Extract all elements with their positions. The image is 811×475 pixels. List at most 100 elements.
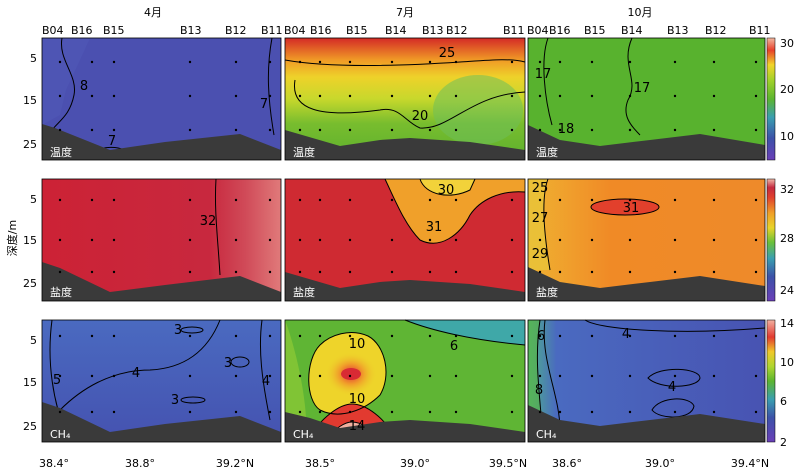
sample-point [454,238,458,242]
contour-label: 31 [426,220,443,235]
contour-label: 4 [668,380,676,395]
variable-label: 温度 [536,145,558,159]
sample-point [234,270,238,274]
colorbar-temperature: 30 20 10 [766,37,794,161]
sample-point [590,198,594,202]
month-label-jul: 7月 [396,6,414,19]
sample-point [454,410,458,414]
sample-point [58,374,62,378]
sample-point [188,198,192,202]
sample-point [454,60,458,64]
sample-point [712,238,716,242]
sample-point [510,198,514,202]
sample-point [318,374,322,378]
panel-apr-ch4: 3 3 3 4 5 4 CH₄ [41,319,282,443]
contour-label: 25 [439,46,456,61]
station-label: B04 [527,24,549,37]
sample-point [188,270,192,274]
sample-point [510,270,514,274]
sample-point [673,128,677,132]
sample-point [510,410,514,414]
panel-oct-ch4: 6 8 4 4 CH₄ [527,319,766,443]
y-ticks: 5 15 25 5 15 25 5 15 25 [23,52,37,433]
sample-point [538,374,542,378]
panel-jul-salinity: 30 31 盐度 [284,178,526,302]
sample-point [318,128,322,132]
sample-point [90,374,94,378]
colorbar-tick: 24 [780,284,794,297]
sample-point [454,198,458,202]
sample-point [712,270,716,274]
sample-point [298,270,302,274]
sample-point [112,374,116,378]
sample-point [58,334,62,338]
contour-label: 32 [200,214,217,229]
contour-label: 4 [262,374,270,389]
y-tick-label: 15 [23,234,37,247]
sample-point [558,128,562,132]
sample-point [348,128,352,132]
contour-label: 5 [53,373,61,388]
sample-point [390,410,394,414]
sample-point [234,334,238,338]
sample-point [390,238,394,242]
sample-point [112,270,116,274]
sample-point [558,410,562,414]
colorbar-ch4: 14 10 6 2 [766,317,794,449]
sample-point [538,238,542,242]
contour-label: 6 [450,339,458,354]
sample-point [348,334,352,338]
sample-point [188,238,192,242]
colorbar-tick: 10 [780,130,794,143]
colorbar-tick: 32 [780,183,794,196]
sample-point [268,60,272,64]
sample-point [754,238,758,242]
y-tick-label: 25 [23,277,37,290]
sample-point [673,410,677,414]
x-tick-label: 39.4°N [731,457,769,470]
sample-point [90,410,94,414]
variable-label: 盐度 [536,285,558,299]
sample-point [510,334,514,338]
sample-point [348,60,352,64]
sample-point [590,270,594,274]
variable-label: CH₄ [50,428,71,441]
station-label: B12 [225,24,247,37]
sample-point [558,374,562,378]
sample-point [318,94,322,98]
station-label: B12 [446,24,468,37]
sample-point [298,410,302,414]
sample-point [538,334,542,338]
sample-point [112,60,116,64]
sample-point [112,128,116,132]
sample-point [298,198,302,202]
sample-point [112,238,116,242]
sample-point [298,94,302,98]
sample-point [558,270,562,274]
sample-point [590,410,594,414]
sample-point [673,198,677,202]
sample-point [348,270,352,274]
panel-oct-salinity: 25 27 29 31 盐度 [527,178,766,302]
variable-label: CH₄ [536,428,557,441]
sample-point [188,94,192,98]
sample-point [348,410,352,414]
sample-point [510,128,514,132]
sample-point [754,410,758,414]
sample-point [673,94,677,98]
colorbar-tick: 2 [780,436,787,449]
sample-point [628,128,632,132]
sample-point [318,198,322,202]
sample-point [712,128,716,132]
sample-point [90,198,94,202]
sample-point [628,94,632,98]
sample-point [268,94,272,98]
sample-point [428,334,432,338]
sample-point [268,270,272,274]
sample-point [454,334,458,338]
station-dots [58,60,758,414]
sample-point [538,410,542,414]
sample-point [234,374,238,378]
sample-point [318,334,322,338]
sample-point [234,128,238,132]
